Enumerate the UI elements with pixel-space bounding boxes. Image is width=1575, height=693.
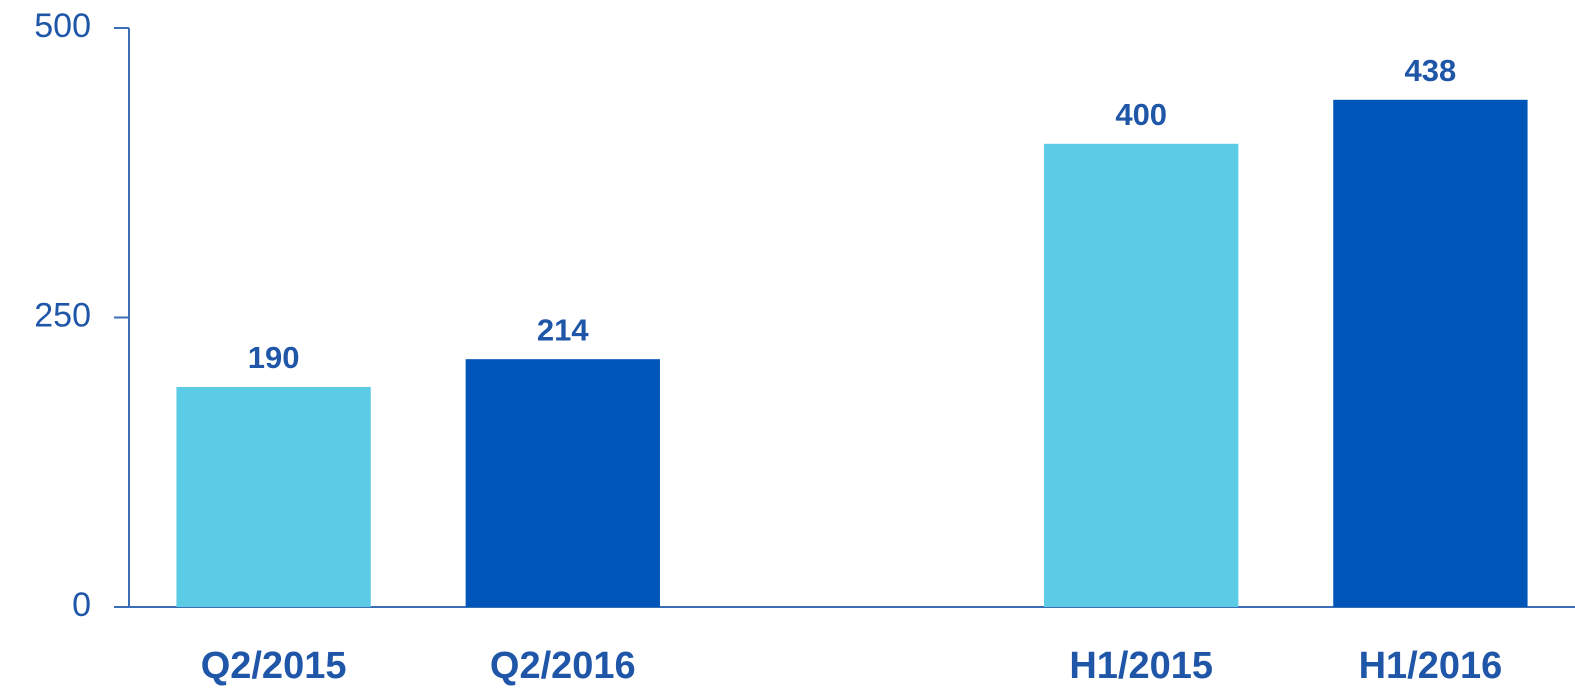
value-label: 190 xyxy=(248,340,300,375)
value-label: 214 xyxy=(537,312,589,347)
x-tick-label: H1/2015 xyxy=(1069,645,1213,687)
bar xyxy=(176,386,371,607)
bar xyxy=(1044,143,1239,608)
bar xyxy=(465,359,660,607)
x-tick-label: H1/2016 xyxy=(1359,645,1503,687)
x-tick-label: Q2/2015 xyxy=(201,645,347,687)
y-tick-label: 0 xyxy=(72,586,91,624)
y-tick-label: 500 xyxy=(34,7,91,45)
y-tick-label: 250 xyxy=(34,296,91,334)
bar xyxy=(1333,99,1528,608)
x-tick-label: Q2/2016 xyxy=(490,645,636,687)
value-label: 400 xyxy=(1115,97,1167,132)
value-label: 438 xyxy=(1405,53,1457,88)
